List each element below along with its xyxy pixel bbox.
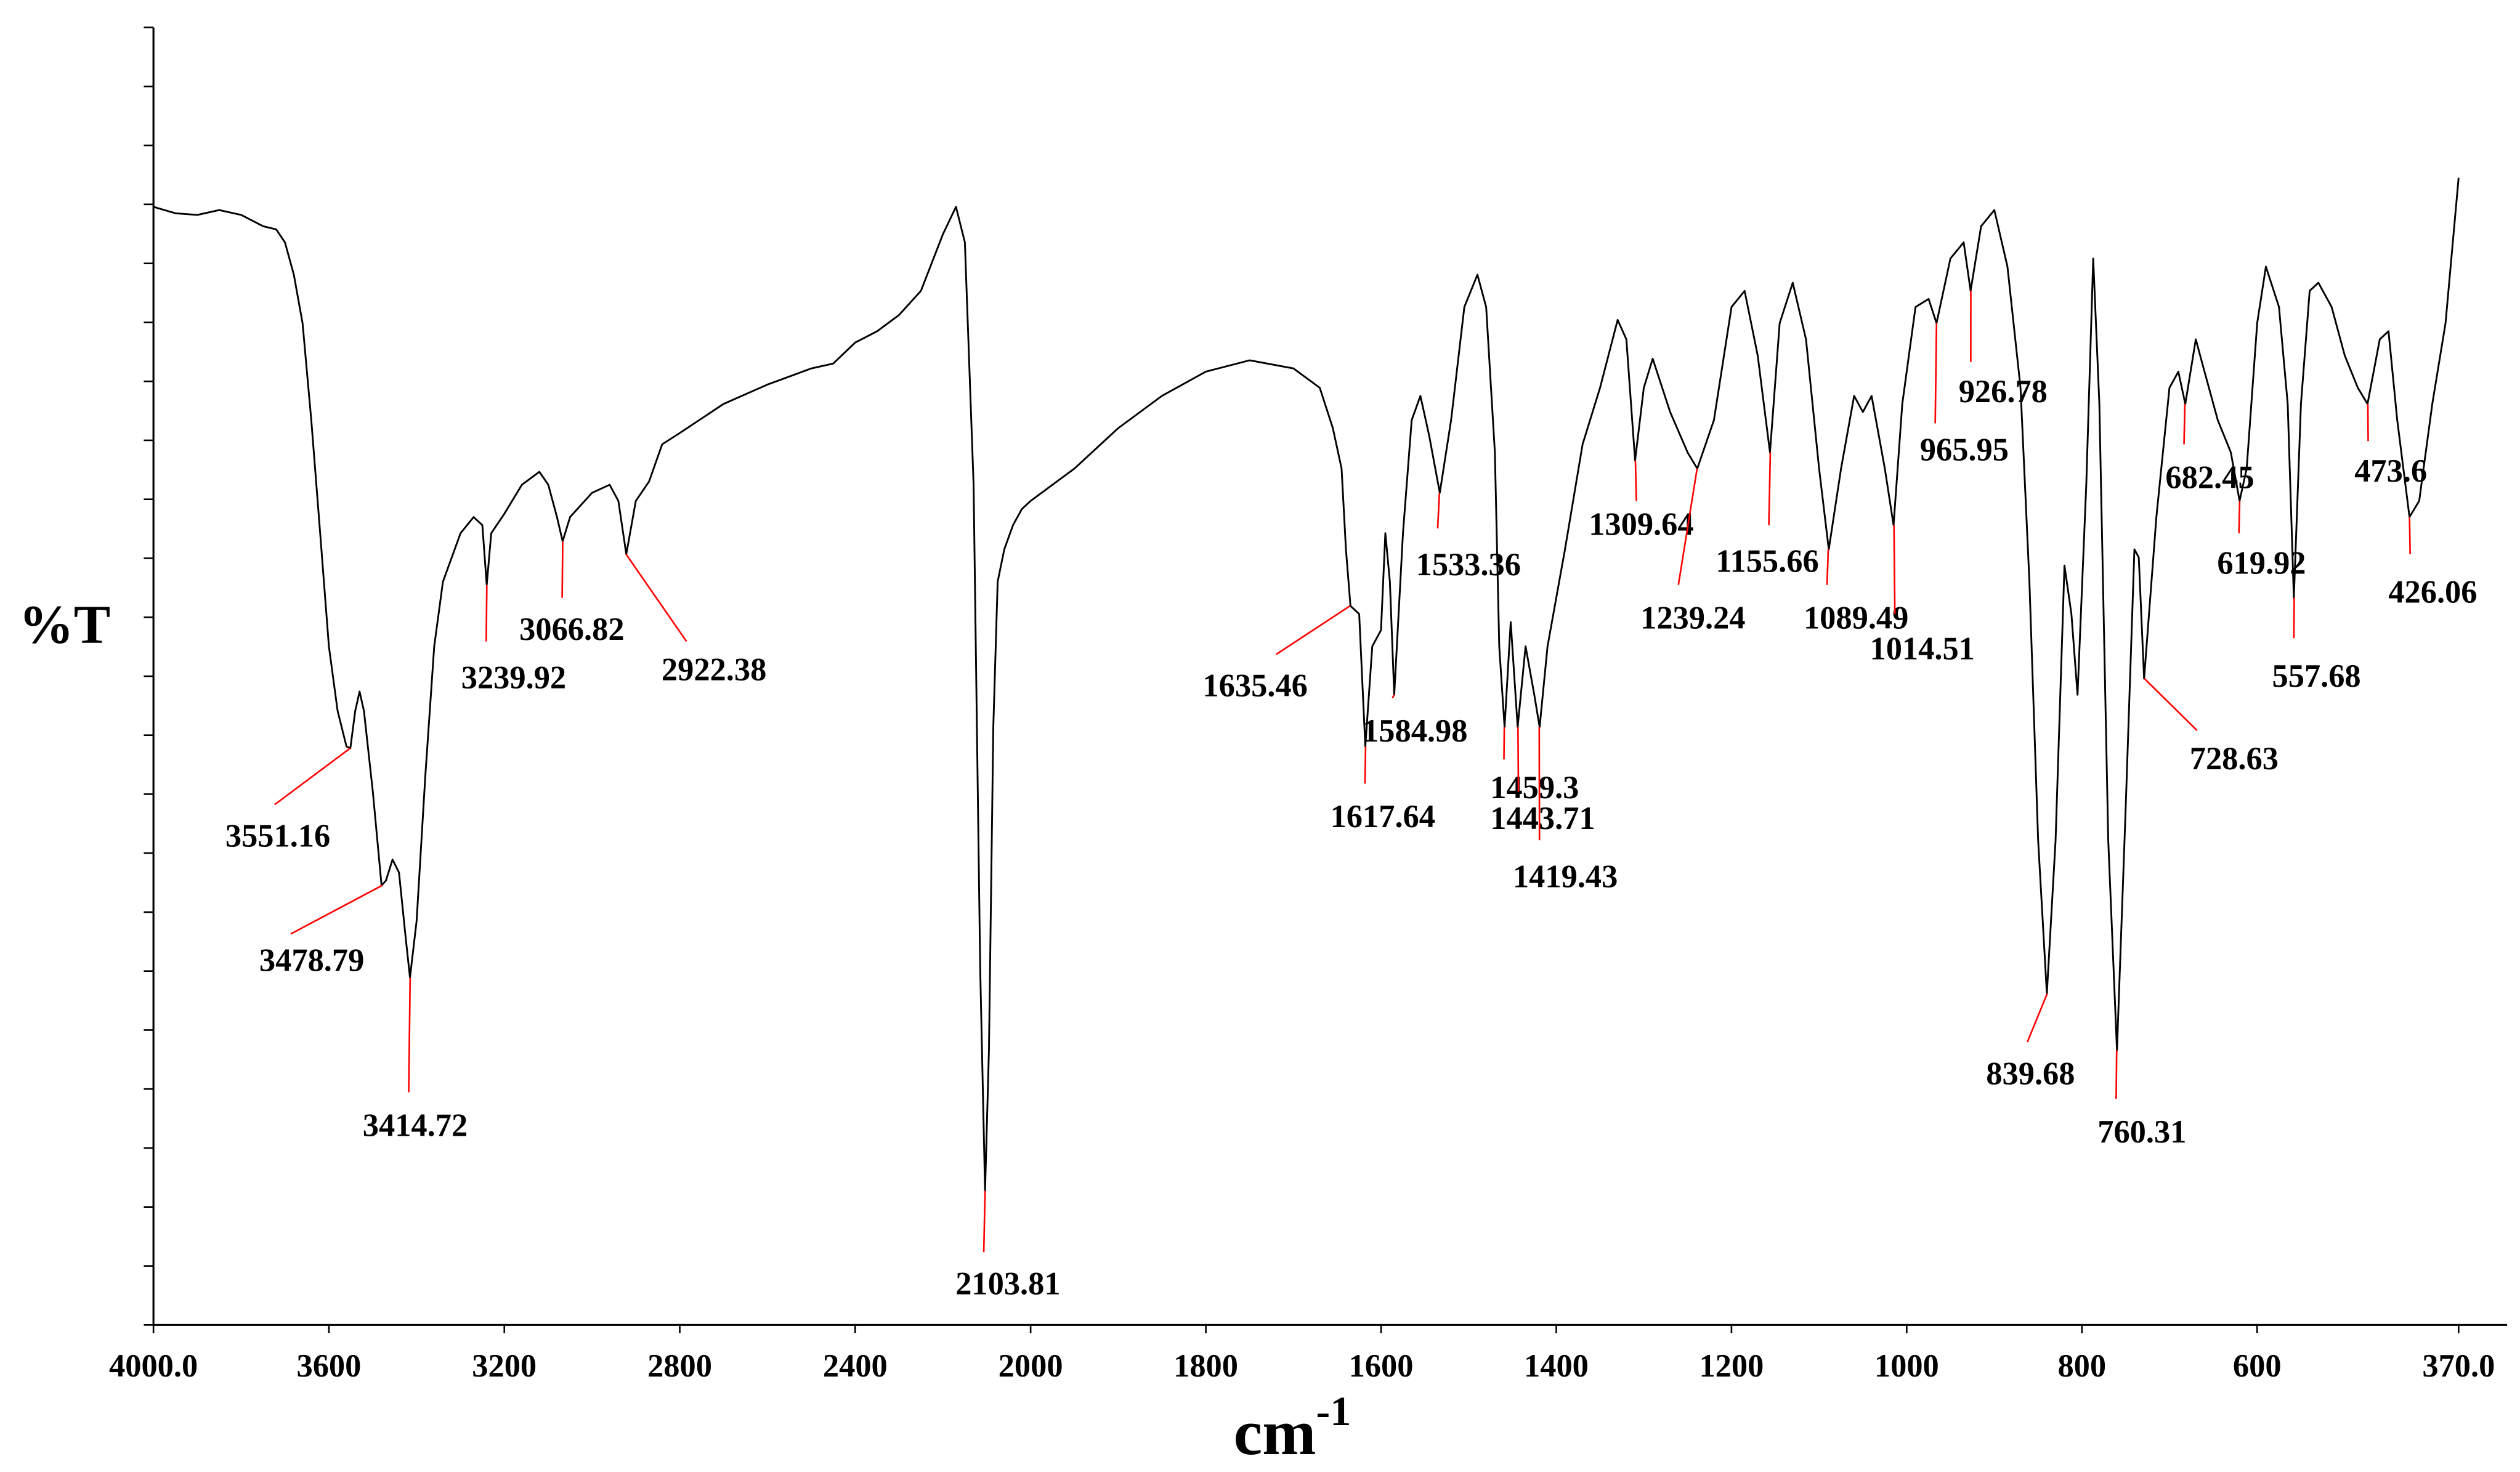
peak-label: 1089.49 <box>1804 601 1908 636</box>
peak-leader <box>625 554 687 642</box>
peak-label: 3066.82 <box>519 612 624 647</box>
peak-leader <box>274 747 351 806</box>
x-tick-label: 370.0 <box>2422 1348 2495 1384</box>
x-tick-label: 2400 <box>823 1348 888 1384</box>
x-tick-label: 4000.0 <box>109 1348 198 1384</box>
x-tick-label: 600 <box>2233 1348 2282 1384</box>
peak-label: 426.06 <box>2388 575 2477 610</box>
peak-label: 1155.66 <box>1716 544 1818 580</box>
peak-label: 1443.71 <box>1490 801 1595 836</box>
peak-label: 3551.16 <box>225 819 330 854</box>
peak-leader <box>982 1191 986 1253</box>
peak-leader <box>2238 501 2241 533</box>
x-tick-label: 3600 <box>297 1348 362 1384</box>
x-tick-label: 3200 <box>472 1348 537 1384</box>
peak-leader <box>1768 452 1772 525</box>
x-tick-label: 2000 <box>999 1348 1063 1384</box>
peak-label: 473.6 <box>2354 453 2427 489</box>
peak-leader <box>2293 597 2295 639</box>
peak-label: 1617.64 <box>1331 799 1435 835</box>
peak-label: 839.68 <box>1986 1056 2075 1091</box>
peak-label: 760.31 <box>2097 1114 2186 1150</box>
x-tick-label: 1600 <box>1349 1348 1414 1384</box>
peak-label: 1309.64 <box>1589 506 1693 542</box>
peak-label: 1419.43 <box>1513 859 1618 894</box>
x-axis-label-exponent: -1 <box>1316 1388 1351 1434</box>
y-axis-label: %T <box>19 595 111 655</box>
peak-label: 926.78 <box>1959 374 2048 410</box>
peak-label: 965.95 <box>1920 432 2009 468</box>
x-tick-label: 800 <box>2057 1348 2106 1384</box>
peak-label: 3414.72 <box>363 1107 468 1143</box>
peak-leader <box>1364 746 1367 784</box>
peak-label: 1584.98 <box>1363 713 1467 749</box>
peak-label: 619.92 <box>2217 545 2306 581</box>
peak-label: 2922.38 <box>662 652 766 687</box>
peak-leader <box>1436 493 1441 528</box>
x-axis-label-base: cm <box>1234 1397 1316 1468</box>
peak-leader <box>1276 605 1351 655</box>
peak-leader <box>408 977 411 1093</box>
x-tick-label: 1000 <box>1874 1348 1939 1384</box>
peak-leader <box>2144 677 2198 731</box>
peak-label: 1239.24 <box>1640 601 1745 636</box>
peak-leader <box>2115 1050 2118 1099</box>
peak-leader <box>1634 460 1637 501</box>
peak-label: 557.68 <box>2272 658 2360 694</box>
peak-label: 1014.51 <box>1870 631 1975 666</box>
peak-leader <box>1392 694 1395 698</box>
peak-leader <box>290 884 383 935</box>
peak-label: 1533.36 <box>1416 547 1521 583</box>
peak-label: 2103.81 <box>955 1266 1060 1301</box>
x-tick-label: 1800 <box>1173 1348 1238 1384</box>
peak-label: 3478.79 <box>259 943 364 979</box>
peak-leader <box>1893 525 1896 614</box>
peak-leader <box>1826 549 1829 585</box>
peak-leader <box>1934 323 1938 424</box>
peak-leader <box>485 584 488 642</box>
peak-label: 1635.46 <box>1202 668 1307 704</box>
peak-label: 3239.92 <box>461 660 566 696</box>
x-tick-label: 1200 <box>1699 1348 1764 1384</box>
peak-label: 1459.3 <box>1490 770 1579 806</box>
peak-leader <box>561 541 564 598</box>
peak-leader <box>2026 993 2048 1043</box>
peak-leader <box>1677 468 1698 585</box>
spectrum-line <box>153 177 2460 1192</box>
peak-leader <box>2183 403 2186 445</box>
x-axis-label: cm-1 <box>1234 1388 1351 1468</box>
x-tick-label: 2800 <box>647 1348 712 1384</box>
peak-label: 728.63 <box>2190 741 2279 777</box>
x-tick-label: 1400 <box>1524 1348 1589 1384</box>
peak-label: 682.45 <box>2165 459 2254 495</box>
